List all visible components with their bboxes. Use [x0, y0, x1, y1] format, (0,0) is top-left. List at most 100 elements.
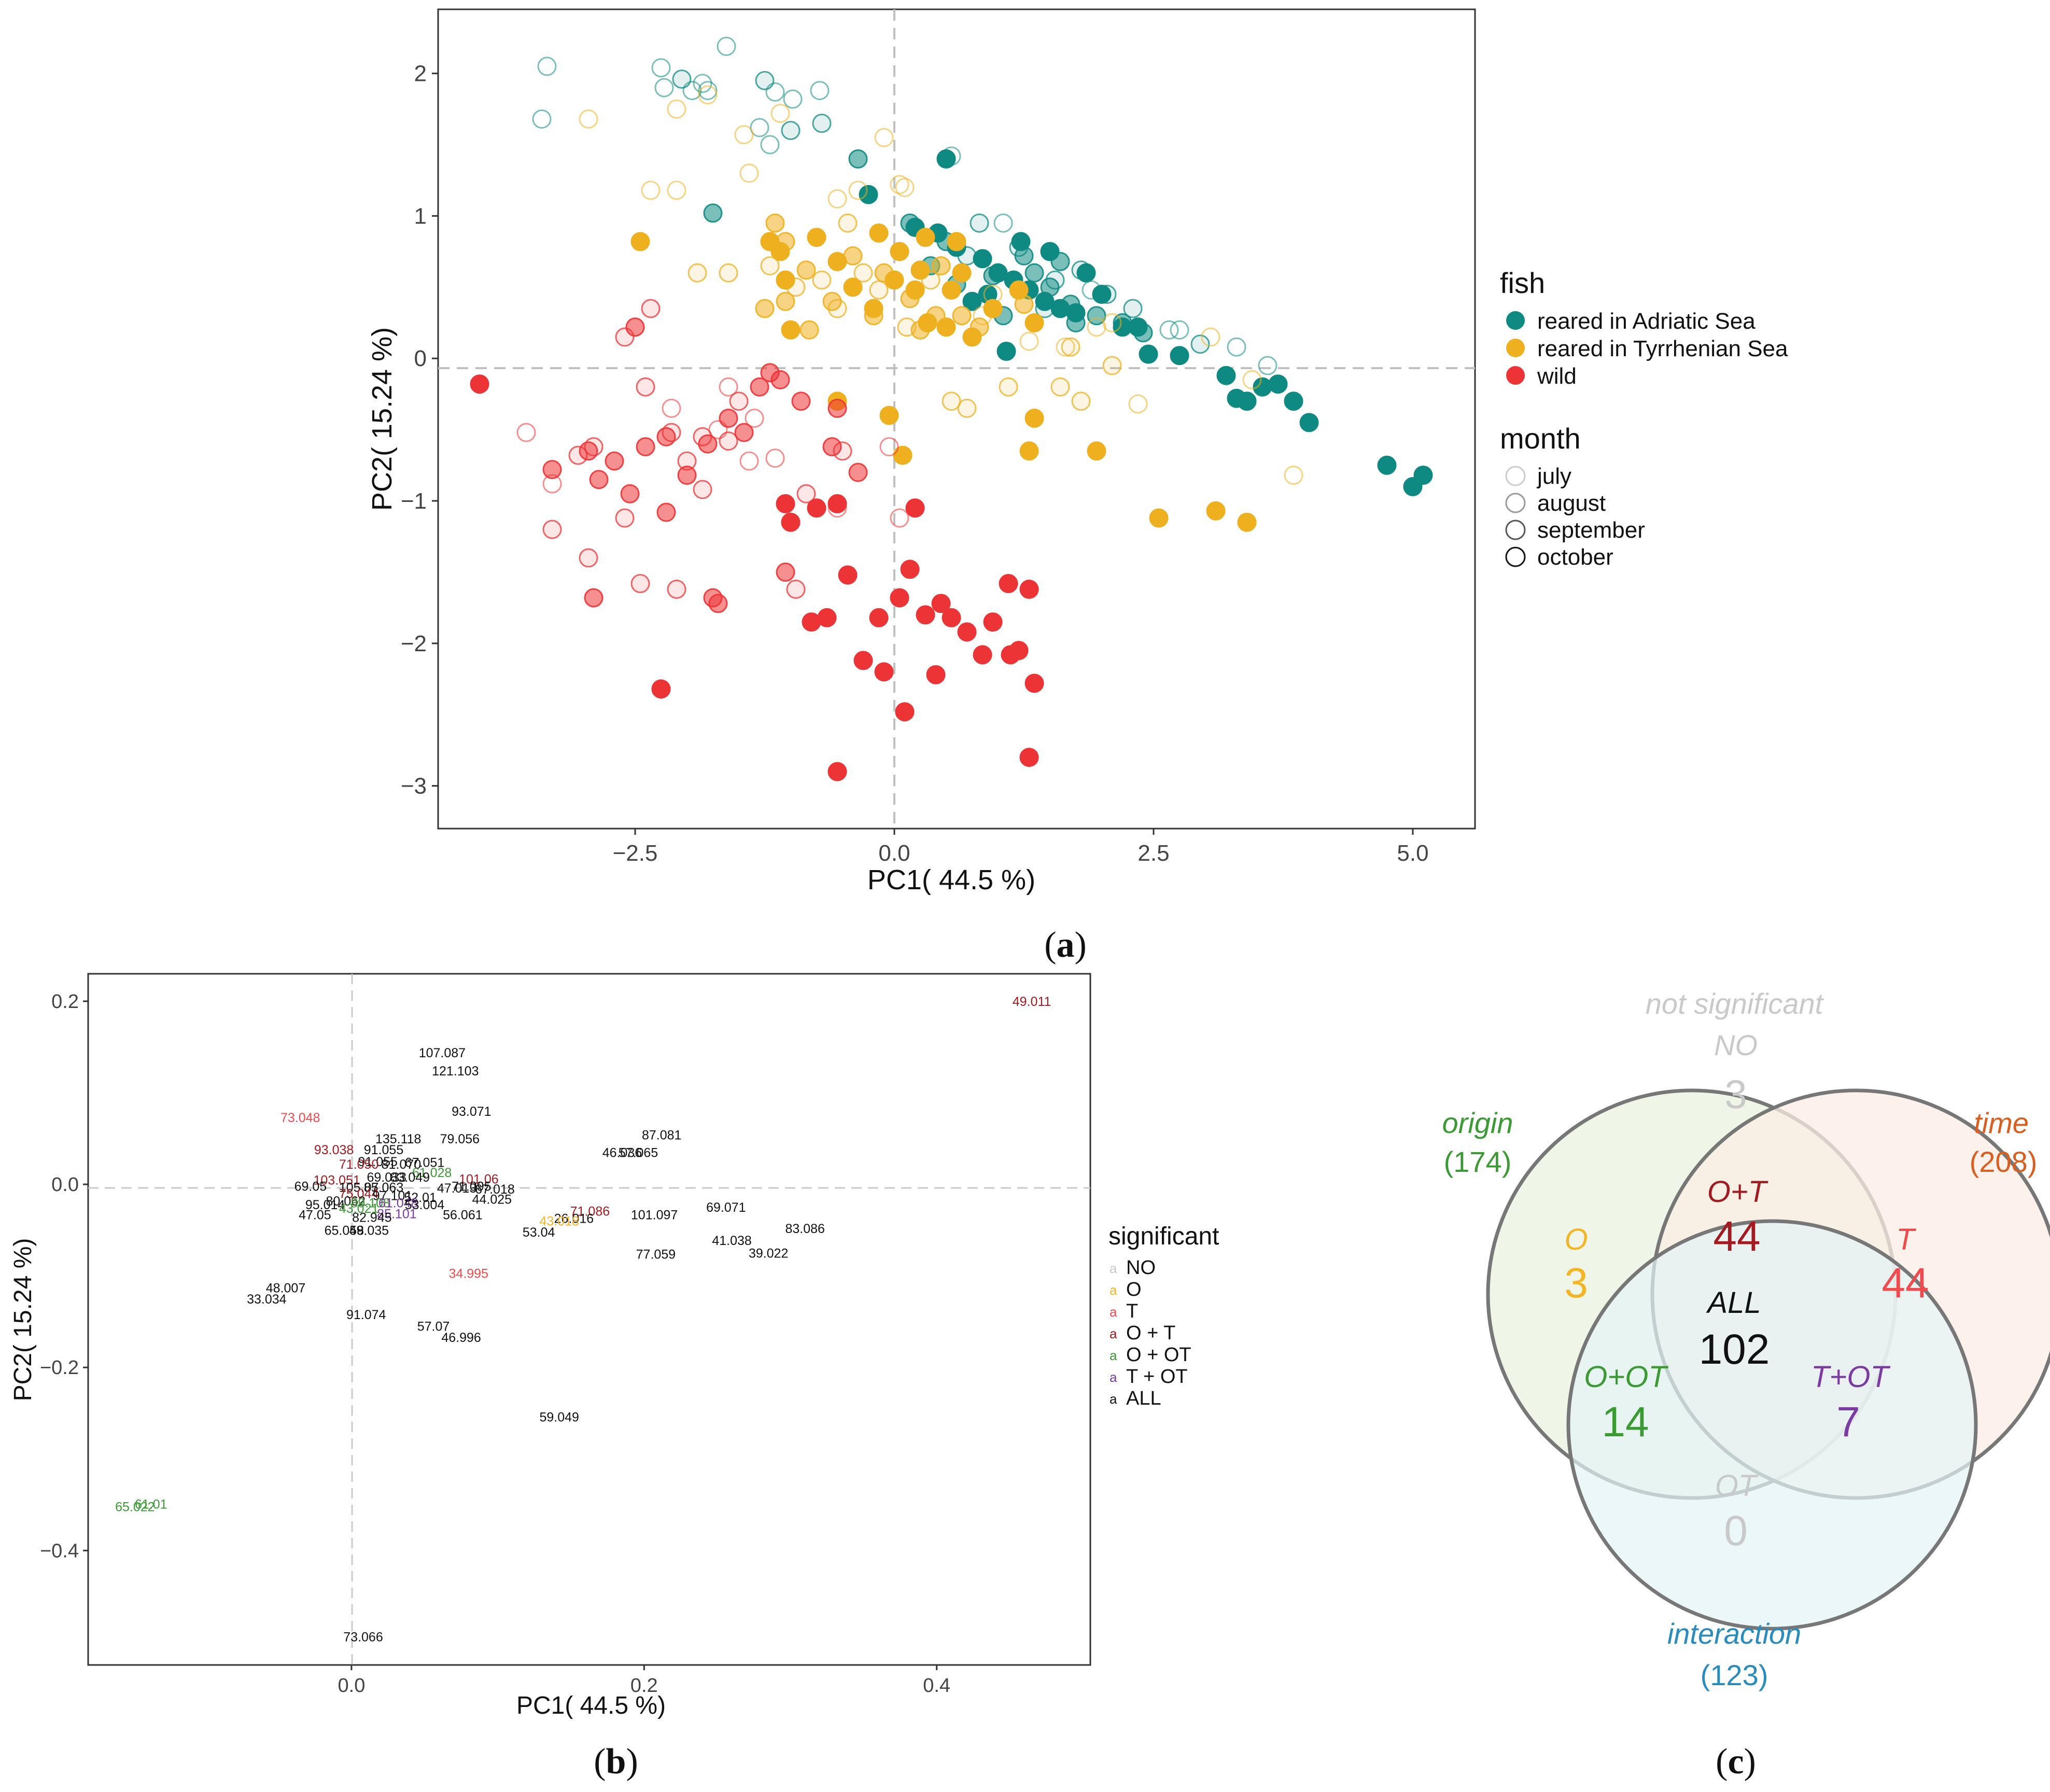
label-compound-39-022: 39.022 [749, 1247, 788, 1261]
point-wild-september [848, 463, 868, 482]
panel-a-ytick-label: −3 [401, 774, 427, 799]
legend-significant-key: a [1110, 1282, 1117, 1298]
point-tyrrhenian-august [869, 280, 889, 300]
point-adriatic-october [973, 249, 992, 269]
point-adriatic-october [1035, 291, 1055, 311]
point-wild-october [827, 762, 847, 781]
point-wild-october [999, 573, 1018, 593]
panel-b-ylabel: PC2( 15.24 %) [9, 1238, 37, 1402]
point-adriatic-october [1268, 374, 1288, 394]
label-compound-83-049: 83.049 [390, 1170, 430, 1185]
label-compound-105-07: 105.07 [339, 1180, 378, 1195]
venn-region-OT-union-code: O+T [1707, 1175, 1768, 1209]
point-adriatic-october [996, 342, 1016, 361]
venn-region-O-code: O [1564, 1223, 1588, 1256]
point-wild-july [708, 420, 728, 440]
point-tyrrhenian-october [918, 313, 937, 332]
panel-b: 0.0 0.2 0.4 −0.4 −0.2 0.0 0.2 49.011 107.087 121… [9, 973, 1219, 1782]
point-tyrrhenian-october [1024, 313, 1044, 332]
point-tyrrhenian-october [776, 270, 795, 290]
point-tyrrhenian-october [807, 228, 826, 247]
point-tyrrhenian-october [781, 320, 801, 340]
panel-b-plot-border [87, 973, 1091, 1666]
legend-significant-label: O [1126, 1279, 1142, 1300]
label-compound-53-04: 53.04 [523, 1225, 555, 1240]
venn-region-O-OT-value: 14 [1602, 1398, 1649, 1446]
point-tyrrhenian-october [1024, 409, 1044, 428]
label-compound-49-011: 49.011 [1013, 995, 1051, 1009]
label-compound-53-004: 53.004 [405, 1198, 445, 1212]
point-tyrrhenian-july [848, 180, 868, 200]
label-compound-73-066: 73.066 [343, 1630, 383, 1644]
point-tyrrhenian-october [843, 277, 863, 297]
point-tyrrhenian-october [869, 223, 889, 243]
point-tyrrhenian-july [1128, 394, 1148, 414]
point-wild-october [1001, 645, 1020, 665]
label-compound-79-056: 79.056 [440, 1132, 480, 1146]
point-tyrrhenian-september [952, 306, 972, 326]
point-tyrrhenian-july [739, 163, 759, 183]
legend-significant-key: a [1110, 1304, 1117, 1320]
label-compound-59-049: 59.049 [539, 1410, 579, 1425]
point-adriatic-september [848, 149, 868, 169]
point-wild-august [542, 520, 562, 539]
point-wild-august [796, 484, 816, 503]
point-wild-october [931, 594, 951, 613]
legend-month-swatch-august [1505, 493, 1526, 513]
label-compound-101-06: 101.06 [459, 1172, 498, 1187]
panel-b-caption: (b) [594, 1742, 638, 1782]
point-tyrrhenian-october [905, 280, 925, 300]
point-adriatic-august [672, 69, 692, 89]
legend-month-label-september: september [1537, 517, 1645, 543]
point-adriatic-october [1076, 263, 1096, 283]
label-compound-65-058: 65.058 [325, 1223, 364, 1238]
label-compound-71-050: 71.050 [339, 1157, 378, 1172]
point-tyrrhenian-september [765, 213, 785, 233]
point-tyrrhenian-august [1061, 337, 1080, 357]
point-adriatic-october [1237, 391, 1257, 411]
label-compound-49-035: 49.035 [349, 1223, 389, 1238]
point-tyrrhenian-october [864, 299, 883, 318]
point-wild-july [719, 377, 738, 397]
label-compound-85-101: 85.101 [377, 1207, 416, 1222]
point-tyrrhenian-october [1237, 512, 1257, 532]
point-wild-july [739, 451, 759, 471]
point-wild-september [625, 317, 645, 337]
legend-fish-label-wild: wild [1537, 363, 1577, 389]
point-wild-october [807, 498, 826, 518]
label-compound-65-022: 65.022 [115, 1500, 155, 1515]
legend-fish-label-adriatic: reared in Adriatic Sea [1537, 309, 1756, 334]
point-adriatic-july [1227, 337, 1246, 357]
point-adriatic-august [781, 121, 801, 141]
point-tyrrhenian-october [630, 232, 650, 251]
point-adriatic-july [1170, 320, 1189, 340]
label-compound-91-055: 91.055 [358, 1155, 397, 1169]
point-tyrrhenian-october [1009, 280, 1029, 300]
point-tyrrhenian-august [1102, 356, 1122, 375]
label-compound-33-034: 33.034 [247, 1292, 287, 1307]
venn-region-OT-value: 0 [1724, 1507, 1748, 1555]
point-tyrrhenian-october [827, 251, 847, 271]
point-wild-october [942, 608, 961, 627]
venn-not-significant-value: 3 [1724, 1071, 1747, 1117]
point-adriatic-october [988, 263, 1008, 283]
label-compound-52-01: 52.01 [404, 1191, 437, 1205]
label-compound-97-101: 97.101 [373, 1188, 412, 1203]
label-compound-93-071: 93.071 [452, 1104, 491, 1119]
label-compound-47-05: 47.05 [299, 1208, 331, 1222]
point-tyrrhenian-july [895, 178, 915, 197]
point-tyrrhenian-october [770, 242, 790, 261]
point-wild-september [636, 437, 655, 457]
point-tyrrhenian-july [1201, 327, 1220, 347]
label-compound-91-074: 91.074 [346, 1308, 386, 1322]
venn-set-interaction-count: (123) [1701, 1659, 1768, 1691]
panel-a-legend: fish reared in Adriatic Sea reared in Ty… [1500, 267, 1788, 570]
point-adriatic-october [1040, 242, 1060, 261]
legend-fish-swatch-tyrrhenian [1506, 339, 1525, 357]
point-adriatic-october [1011, 232, 1031, 251]
panel-b-xlabel: PC1( 44.5 %) [516, 1692, 666, 1719]
point-tyrrhenian-september [796, 260, 816, 280]
point-wild-october [1024, 674, 1044, 693]
point-wild-september [760, 363, 780, 383]
label-compound-57-065: 57.065 [619, 1145, 658, 1160]
